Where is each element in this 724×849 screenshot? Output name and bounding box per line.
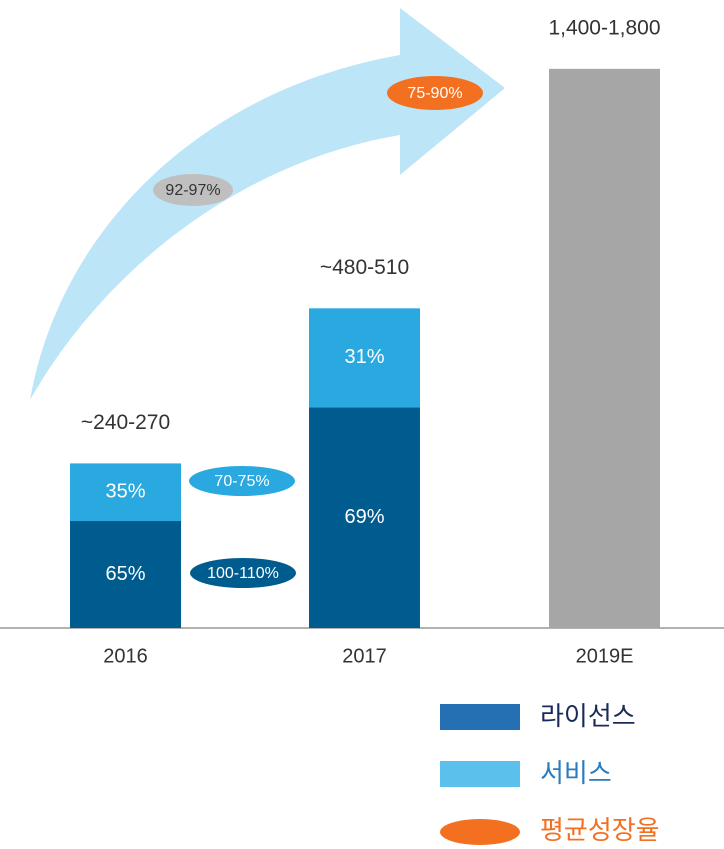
x-tick-label: 2016 bbox=[103, 645, 148, 667]
legend-swatch bbox=[440, 761, 520, 787]
growth-label: 92-97% bbox=[165, 182, 220, 199]
growth-badge bbox=[153, 174, 233, 206]
total-label: ~240-270 bbox=[81, 411, 170, 434]
growth-label: 75-90% bbox=[407, 85, 462, 102]
total-label: ~480-510 bbox=[320, 256, 409, 279]
legend-label: 평균성장율 bbox=[540, 815, 660, 845]
growth-badge bbox=[189, 466, 295, 496]
total-label: 1,400-1,800 bbox=[548, 16, 660, 39]
value-label: 65% bbox=[105, 563, 145, 585]
legend-label: 서비스 bbox=[540, 758, 612, 788]
bar-segment bbox=[309, 308, 420, 408]
growth-label: 100-110% bbox=[207, 565, 279, 582]
value-label: 35% bbox=[105, 480, 145, 502]
x-tick-label: 2017 bbox=[342, 645, 387, 667]
bar-segment bbox=[70, 521, 181, 628]
bar-segment bbox=[309, 407, 420, 628]
growth-badge bbox=[387, 76, 483, 110]
value-label: 69% bbox=[344, 506, 384, 528]
legend-swatch bbox=[440, 704, 520, 730]
x-tick-label: 2019E bbox=[576, 645, 634, 667]
growth-label: 70-75% bbox=[214, 473, 269, 490]
growth-badge bbox=[190, 558, 296, 588]
legend-swatch bbox=[440, 819, 520, 845]
bar bbox=[549, 68, 660, 629]
growth-arrow bbox=[30, 8, 505, 400]
legend-label: 라이선스 bbox=[540, 701, 636, 731]
value-label: 31% bbox=[344, 346, 384, 368]
bar-segment bbox=[70, 463, 181, 522]
